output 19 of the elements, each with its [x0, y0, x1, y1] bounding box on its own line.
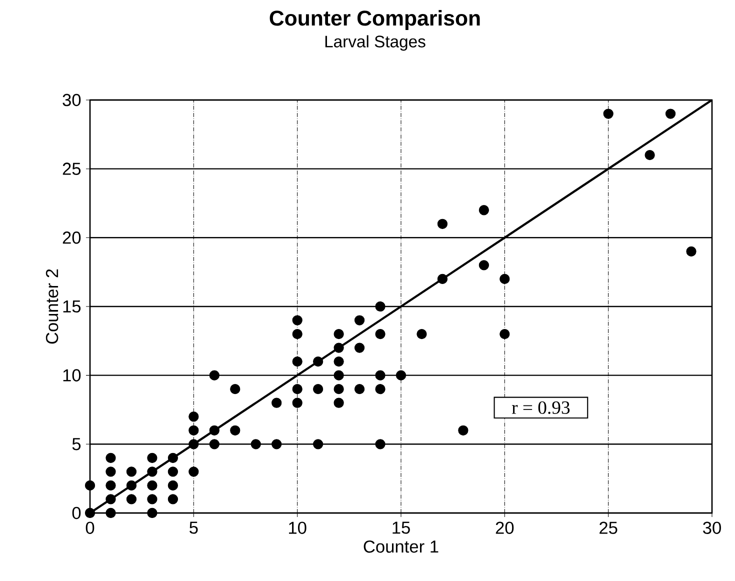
y-tick-label: 0: [72, 506, 81, 520]
x-tick-label: 25: [600, 522, 618, 534]
x-tick-label: 30: [703, 522, 721, 534]
y-tick-label: 10: [63, 369, 81, 382]
y-tick-label: 15: [63, 300, 81, 313]
chart-subtitle: Larval Stages: [325, 35, 426, 51]
annotation: r = 0.93: [512, 401, 570, 414]
x-tick-label: 10: [289, 522, 306, 534]
y-tick-label: 25: [62, 162, 81, 175]
y-tick-label: 20: [62, 232, 81, 244]
y-tick-label: 30: [62, 94, 81, 106]
y-tick-label: 5: [72, 438, 81, 450]
x-axis-title: Counter 1: [364, 540, 438, 553]
x-tick-label: 20: [496, 522, 514, 534]
chart-title: Counter Comparison: [270, 10, 480, 30]
x-tick-label: 15: [392, 522, 410, 534]
x-tick-label: 0: [86, 522, 94, 534]
y-axis-title: Counter 2: [46, 269, 58, 344]
x-tick-label: 5: [190, 522, 198, 534]
